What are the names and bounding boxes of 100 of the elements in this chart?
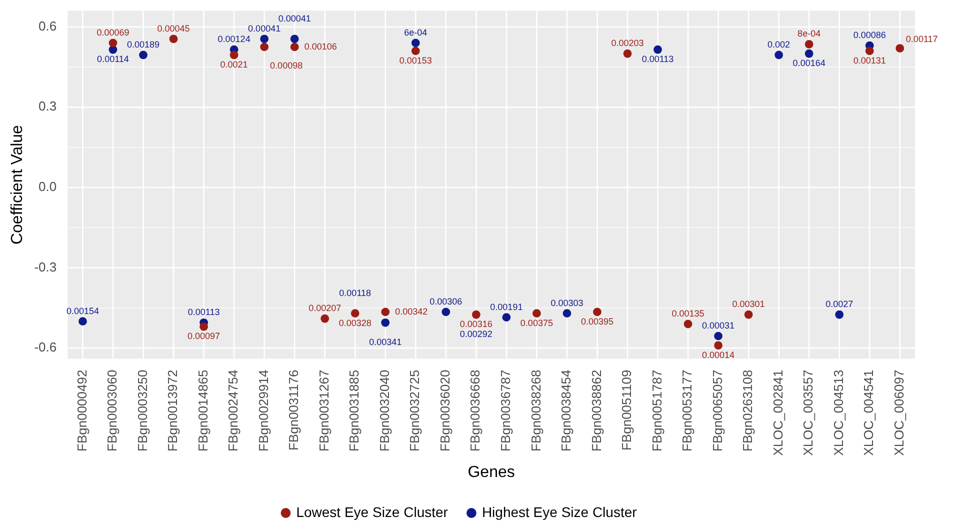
x-tick-label: FBgn0036787 xyxy=(498,370,514,452)
point xyxy=(200,322,208,331)
y-axis-title: Coefficient Value xyxy=(9,124,26,245)
annotation: 0.00086 xyxy=(853,30,886,40)
point xyxy=(260,34,269,44)
y-tick-label: 0.6 xyxy=(38,18,57,34)
x-tick-label: FBgn0031267 xyxy=(316,370,332,452)
annotation: 0.00041 xyxy=(248,23,281,34)
point xyxy=(774,50,784,60)
annotation: 0.00328 xyxy=(338,318,372,328)
annotation: 0.00316 xyxy=(460,319,492,330)
point xyxy=(411,46,420,56)
point xyxy=(744,310,753,319)
legend-label: Highest Eye Size Cluster xyxy=(482,504,638,520)
annotation: 0.0021 xyxy=(220,59,248,70)
x-tick-label: FBgn0024754 xyxy=(226,370,241,452)
point xyxy=(532,309,541,318)
point xyxy=(472,310,480,319)
point xyxy=(865,46,874,56)
point xyxy=(381,308,390,316)
point xyxy=(320,314,330,323)
annotation: 0.00395 xyxy=(580,316,614,326)
point xyxy=(411,38,420,48)
annotation: 0.00106 xyxy=(304,41,337,52)
point xyxy=(290,42,299,52)
annotation: 0.00342 xyxy=(395,306,428,316)
annotation: 0.00292 xyxy=(460,329,492,340)
point xyxy=(502,313,511,322)
annotation: 0.0027 xyxy=(826,299,854,310)
annotation: 0.00154 xyxy=(66,306,100,316)
point xyxy=(381,318,390,327)
point xyxy=(260,42,269,52)
annotation: 0.00114 xyxy=(97,54,129,64)
point xyxy=(896,44,904,52)
y-tick-label: -0.3 xyxy=(34,259,57,274)
x-tick-label: XLOC_004541 xyxy=(861,370,876,456)
point xyxy=(684,320,692,328)
x-tick-label: FBgn0032040 xyxy=(376,370,392,452)
x-tick-label: FBgn0000492 xyxy=(74,370,90,452)
x-tick-label: FBgn0003250 xyxy=(134,370,150,452)
annotation: 0.00014 xyxy=(702,350,735,360)
point xyxy=(442,308,450,316)
x-tick-label: FBgn0038268 xyxy=(528,370,544,452)
legend-label: Lowest Eye Size Cluster xyxy=(296,504,448,520)
annotation: 0.00124 xyxy=(218,34,250,44)
x-tick-label: FBgn0031885 xyxy=(346,370,362,452)
x-tick-label: XLOC_004513 xyxy=(830,370,846,456)
annotation: 0.00375 xyxy=(520,318,553,328)
annotation: 0.00131 xyxy=(853,55,886,66)
annotation: 0.00117 xyxy=(906,34,938,44)
x-tick-label: FBgn0065057 xyxy=(710,370,725,452)
annotation: 0.00097 xyxy=(188,331,220,342)
annotation: 0.00301 xyxy=(732,299,765,310)
x-tick-label: FBgn0053177 xyxy=(680,370,695,452)
annotation: 0.00135 xyxy=(672,308,704,318)
annotation: 0.00041 xyxy=(278,13,311,24)
x-tick-label: FBgn0038454 xyxy=(558,370,574,452)
point xyxy=(78,317,87,326)
point xyxy=(562,309,572,318)
x-tick-label: FBgn0032725 xyxy=(407,370,422,452)
x-tick-label: XLOC_002841 xyxy=(770,370,786,456)
point xyxy=(804,40,814,48)
annotation: 0.00203 xyxy=(611,38,644,48)
point xyxy=(350,309,360,318)
point xyxy=(169,34,178,44)
point xyxy=(623,49,632,58)
point xyxy=(714,332,722,340)
annotation: 0.00164 xyxy=(792,58,826,68)
x-tick-label: FBgn0029914 xyxy=(256,370,271,452)
x-tick-label: FBgn0263108 xyxy=(740,370,756,452)
x-axis-title: Genes xyxy=(468,464,515,481)
point xyxy=(139,50,148,60)
x-tick-label: FBgn0051109 xyxy=(619,370,634,451)
annotation: 0.00069 xyxy=(96,27,130,38)
point xyxy=(108,38,118,48)
x-tick-label: FBgn0013972 xyxy=(165,370,180,452)
annotation: 0.00207 xyxy=(308,303,342,314)
annotation: 0.00113 xyxy=(642,54,674,64)
point xyxy=(230,50,238,60)
annotation: 8e-04 xyxy=(798,28,821,39)
x-tick-label: XLOC_006097 xyxy=(891,370,906,456)
annotation: 0.00189 xyxy=(126,39,160,50)
x-tick-label: FBgn0014865 xyxy=(195,370,210,452)
annotation: 0.00118 xyxy=(339,288,372,298)
x-tick-label: FBgn0036668 xyxy=(468,370,483,452)
point xyxy=(714,341,722,350)
annotation: 0.00098 xyxy=(270,60,303,70)
point xyxy=(654,45,662,54)
x-tick-label: FBgn0031176 xyxy=(286,370,302,451)
x-tick-label: FBgn0036020 xyxy=(437,370,452,452)
annotation: 0.002 xyxy=(768,39,790,50)
point xyxy=(290,34,299,44)
x-tick-label: FBgn0038862 xyxy=(588,370,604,452)
annotation: 6e-04 xyxy=(404,27,428,38)
y-tick-label: -0.6 xyxy=(34,340,57,355)
point xyxy=(593,308,602,316)
annotation: 0.00153 xyxy=(399,55,432,66)
x-tick-label: XLOC_003557 xyxy=(800,370,816,456)
y-tick-label: 0.0 xyxy=(38,179,57,194)
annotation: 0.00341 xyxy=(369,337,402,348)
